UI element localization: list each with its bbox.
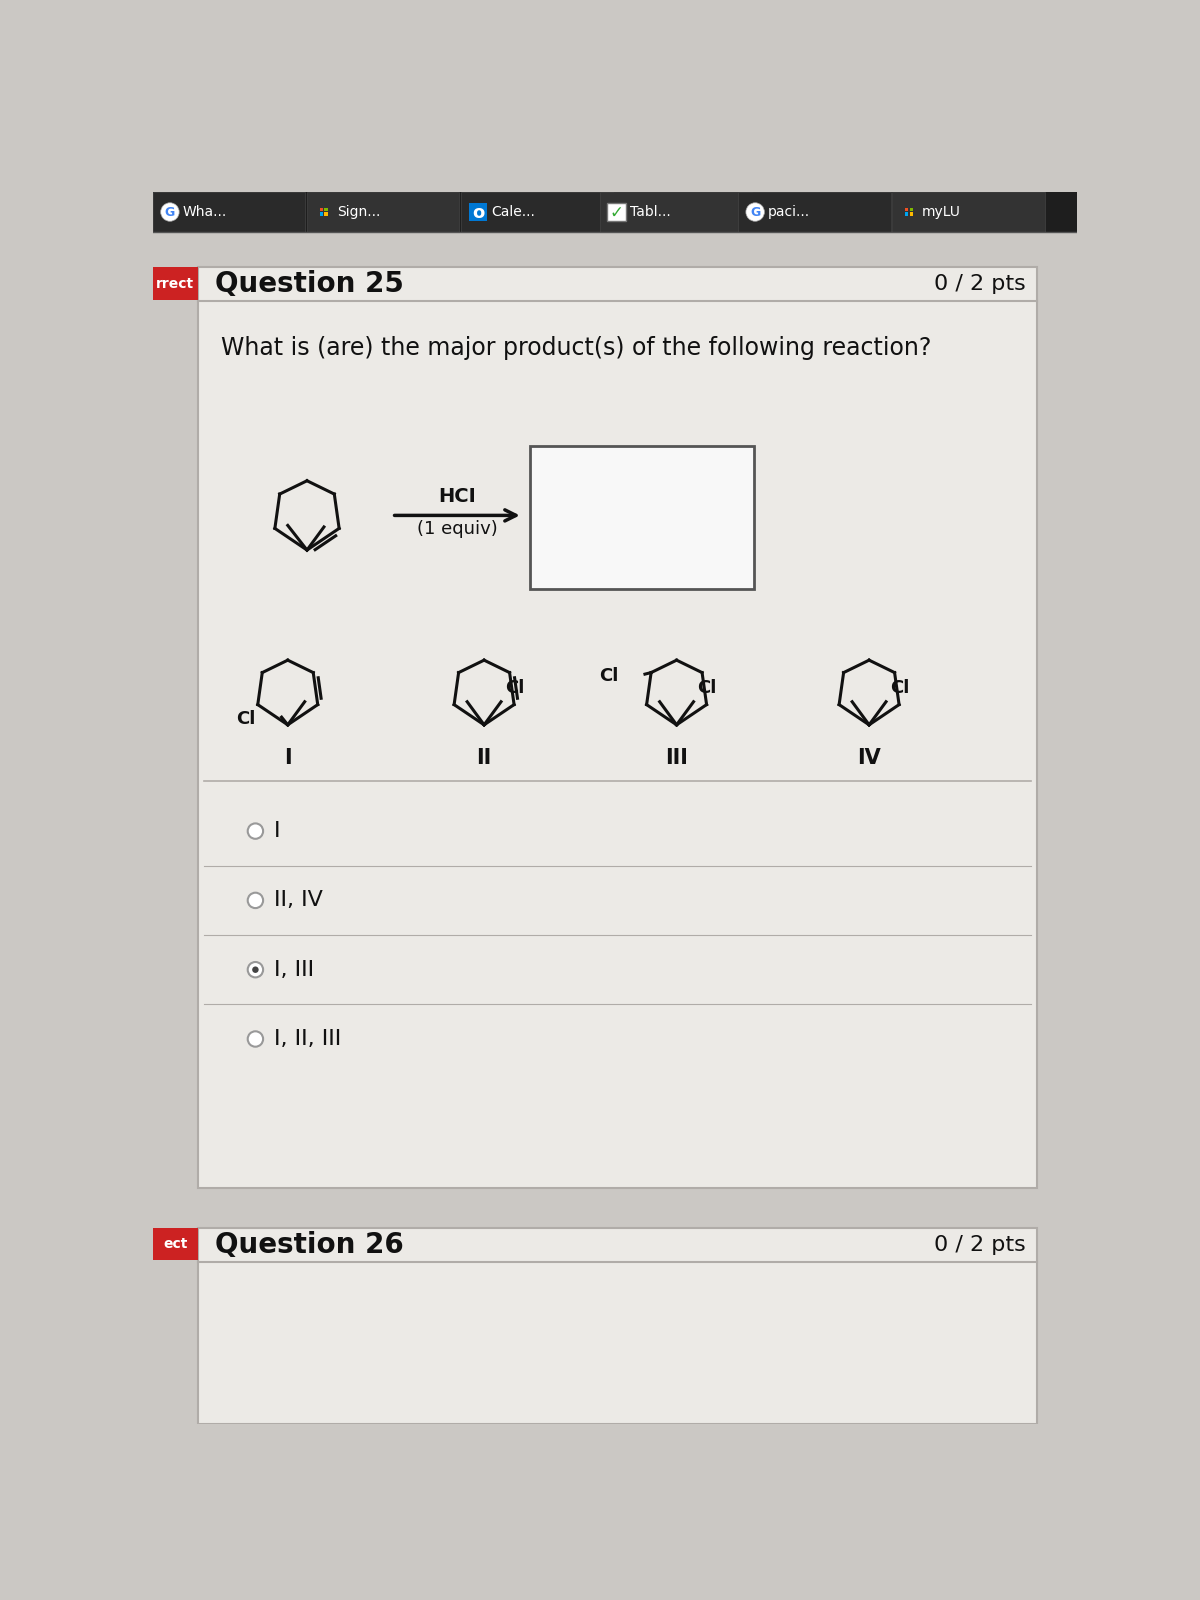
Bar xyxy=(154,267,198,299)
Text: Cl: Cl xyxy=(505,678,524,698)
Text: Cl: Cl xyxy=(890,678,910,698)
Bar xyxy=(154,192,306,232)
Text: I: I xyxy=(274,821,281,842)
Bar xyxy=(910,208,913,211)
Text: myLU: myLU xyxy=(923,205,961,219)
Text: G: G xyxy=(164,205,175,219)
Text: Cl: Cl xyxy=(697,678,716,698)
Text: G: G xyxy=(750,205,761,219)
Text: III: III xyxy=(665,747,688,768)
Text: Question 25: Question 25 xyxy=(215,270,403,298)
Circle shape xyxy=(252,966,259,973)
Bar xyxy=(198,267,1037,1187)
Text: HCI: HCI xyxy=(438,486,476,506)
Circle shape xyxy=(746,203,764,221)
Bar xyxy=(307,192,460,232)
Text: Cl: Cl xyxy=(600,667,619,685)
Text: What is (are) the major product(s) of the following reaction?: What is (are) the major product(s) of th… xyxy=(221,336,931,360)
Bar xyxy=(154,1227,198,1259)
Text: rrect: rrect xyxy=(156,277,194,291)
Circle shape xyxy=(161,203,179,221)
Circle shape xyxy=(247,1032,263,1046)
Bar xyxy=(469,203,487,221)
Text: Cale...: Cale... xyxy=(491,205,535,219)
Text: I: I xyxy=(284,747,292,768)
Text: II, IV: II, IV xyxy=(274,890,323,910)
Bar xyxy=(738,192,890,232)
Bar xyxy=(600,192,752,232)
Bar xyxy=(154,192,1078,232)
Text: IV: IV xyxy=(857,747,881,768)
Text: 0 / 2 pts: 0 / 2 pts xyxy=(934,275,1026,294)
Text: Wha...: Wha... xyxy=(184,205,227,219)
Circle shape xyxy=(247,824,263,838)
Bar xyxy=(893,192,1045,232)
Text: ✓: ✓ xyxy=(610,203,624,222)
Text: 0 / 2 pts: 0 / 2 pts xyxy=(934,1235,1026,1254)
Text: Question 26: Question 26 xyxy=(215,1230,403,1259)
Text: I, II, III: I, II, III xyxy=(274,1029,341,1050)
Bar xyxy=(319,208,323,211)
Circle shape xyxy=(247,962,263,978)
Bar xyxy=(910,213,913,216)
Text: I, III: I, III xyxy=(274,960,314,979)
Text: paci...: paci... xyxy=(768,205,810,219)
Text: II: II xyxy=(476,747,492,768)
Bar xyxy=(905,208,908,211)
Text: (1 equiv): (1 equiv) xyxy=(416,520,498,538)
Text: Cl: Cl xyxy=(236,710,256,728)
Bar xyxy=(530,446,754,589)
Bar xyxy=(461,192,613,232)
Circle shape xyxy=(247,893,263,909)
Text: o: o xyxy=(472,203,484,222)
Bar xyxy=(198,1227,1037,1424)
Text: Sign...: Sign... xyxy=(337,205,380,219)
Bar xyxy=(319,213,323,216)
Bar xyxy=(324,208,328,211)
Text: ect: ect xyxy=(163,1237,187,1251)
Bar xyxy=(905,213,908,216)
Bar xyxy=(324,213,328,216)
Bar xyxy=(607,203,625,221)
Text: Tabl...: Tabl... xyxy=(630,205,671,219)
